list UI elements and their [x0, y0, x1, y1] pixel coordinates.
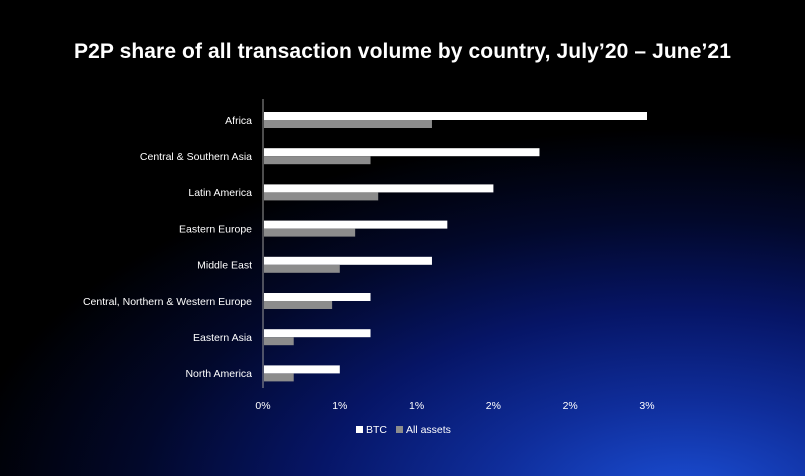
bar-btc	[264, 184, 494, 193]
category-label: North America	[185, 368, 252, 380]
bar-btc	[264, 365, 340, 374]
category-label: Central, Northern & Western Europe	[83, 296, 252, 308]
legend-label-all-assets: All assets	[406, 424, 451, 436]
bar-all-assets	[264, 192, 379, 201]
x-tick-label: 1%	[409, 400, 424, 412]
bar-all-assets	[264, 337, 294, 346]
bar-all-assets	[264, 120, 432, 128]
bar-btc	[264, 148, 540, 157]
x-tick-label: 3%	[639, 400, 654, 412]
x-tick-label: 2%	[486, 400, 501, 412]
legend-swatch-btc	[356, 426, 363, 433]
bar-btc	[264, 329, 371, 338]
x-tick-label: 2%	[563, 400, 578, 412]
bar-btc	[264, 112, 647, 120]
category-label: Eastern Asia	[193, 332, 252, 344]
bar-all-assets	[264, 373, 294, 382]
legend-swatch-all-assets	[396, 426, 403, 433]
x-tick-label: 0%	[255, 400, 270, 412]
bar-all-assets	[264, 228, 356, 237]
bar-all-assets	[264, 264, 340, 273]
x-tick-label: 1%	[332, 400, 347, 412]
bar-all-assets	[264, 301, 333, 309]
bar-all-assets	[264, 156, 371, 165]
category-label: Eastern Europe	[179, 223, 252, 235]
bar-btc	[264, 220, 448, 229]
category-label: Central & Southern Asia	[140, 151, 252, 163]
bar-btc	[264, 293, 371, 301]
legend-label-btc: BTC	[366, 424, 387, 436]
bar-btc	[264, 256, 432, 265]
category-label: Middle East	[197, 260, 252, 272]
chart-title: P2P share of all transaction volume by c…	[74, 40, 731, 63]
category-label: Latin America	[188, 187, 252, 199]
category-label: Africa	[225, 115, 252, 127]
